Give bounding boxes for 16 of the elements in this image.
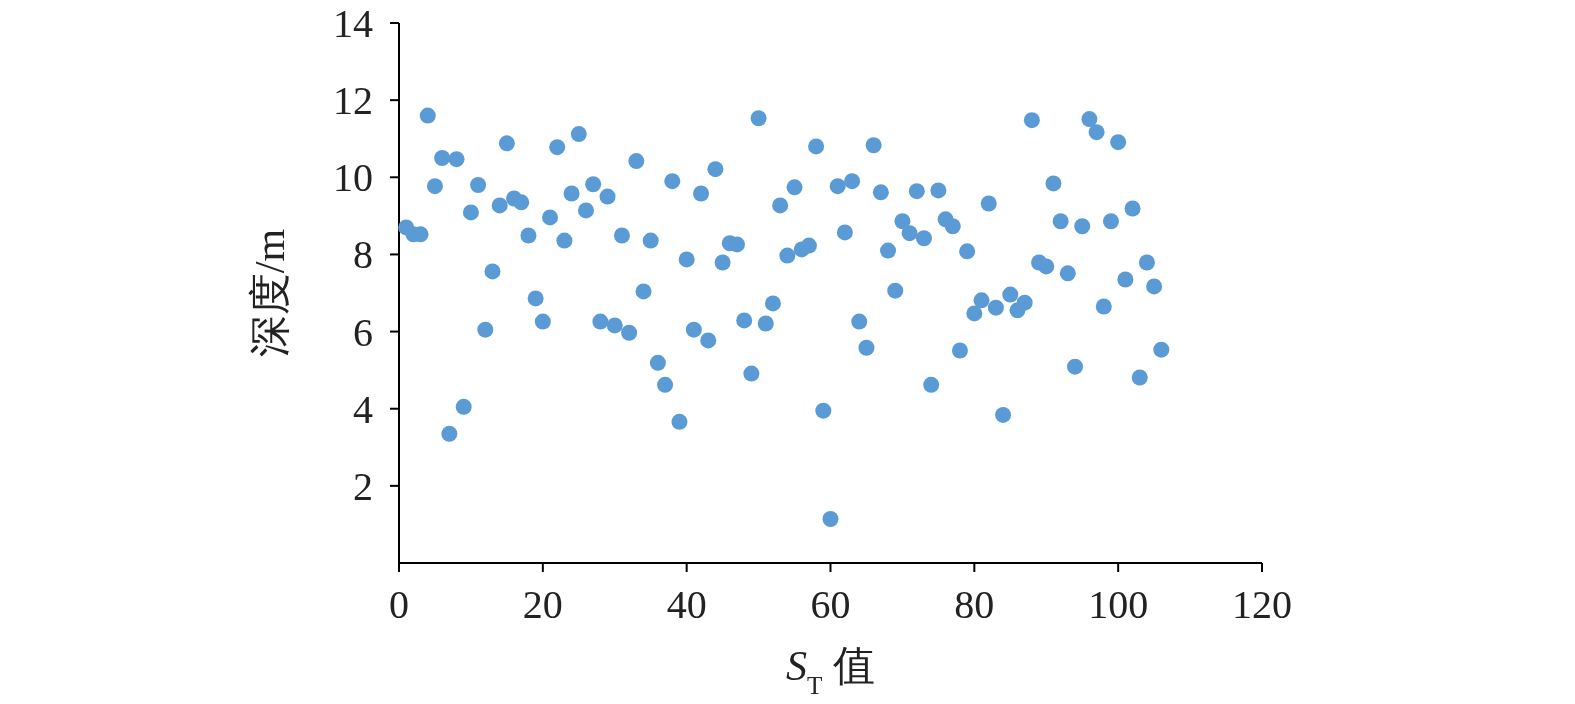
x-tick-label: 20: [522, 582, 563, 627]
x-tick-label: 80: [954, 582, 995, 627]
x-tick-label: 0: [389, 582, 409, 627]
y-tick-label: 6: [353, 309, 373, 355]
y-tick-label: 2: [353, 463, 373, 509]
y-tick-label: 8: [353, 232, 373, 278]
x-tick-label: 120: [1232, 582, 1292, 627]
x-tick-label: 60: [810, 582, 851, 627]
y-tick-label: 14: [333, 1, 373, 46]
y-tick-label: 10: [333, 155, 373, 201]
y-tick-label: 4: [353, 386, 373, 432]
x-tick-label: 100: [1088, 582, 1149, 627]
y-axis-title: 深度/m: [247, 228, 293, 358]
y-tick-label: 12: [333, 78, 373, 124]
x-tick-label: 40: [666, 582, 707, 627]
x-axis-title: S$_{T}$ 值: [786, 643, 875, 699]
